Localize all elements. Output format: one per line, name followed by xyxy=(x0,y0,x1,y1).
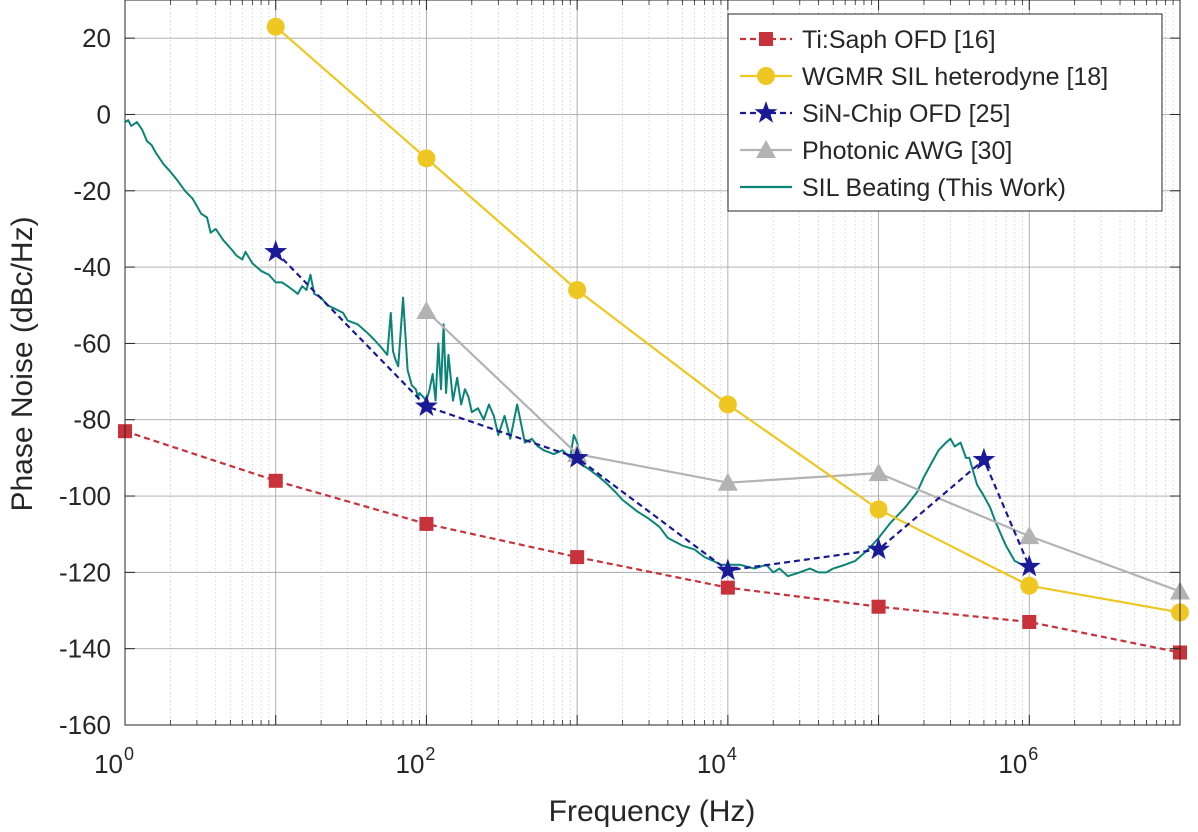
data-point-square xyxy=(871,599,886,614)
y-tick-label: 20 xyxy=(82,23,111,53)
data-point-circle xyxy=(568,281,587,299)
data-point-star xyxy=(565,445,589,468)
x-tick-label: 10 2 xyxy=(396,744,436,779)
y-tick-label: -60 xyxy=(73,328,111,358)
x-tick-label: 10 0 xyxy=(94,744,134,779)
x-tick-label-base: 10 xyxy=(998,749,1027,779)
legend: Ti:Saph OFD [16] WGMR SIL heterodyne [18]… xyxy=(727,13,1163,212)
legend-item: Ti:Saph OFD [16] xyxy=(740,26,996,54)
y-tick-label: -160 xyxy=(59,710,111,740)
data-point-star xyxy=(415,394,438,417)
x-tick-label-base: 10 xyxy=(94,749,123,779)
legend-label: SIL Beating (This Work) xyxy=(802,174,1066,202)
series-sin-chip-ofd-25 xyxy=(264,239,1041,581)
y-tick-label: -80 xyxy=(73,405,111,435)
data-point-star xyxy=(1017,554,1041,577)
legend-label: Photonic AWG [30] xyxy=(802,137,1012,165)
tick-marks xyxy=(124,0,1181,726)
data-point-circle xyxy=(718,395,737,414)
legend-item: SiN-Chip OFD [25] xyxy=(740,100,1010,128)
legend-label: Ti:Saph OFD [16] xyxy=(802,26,996,54)
data-point-triangle xyxy=(756,140,776,158)
y-tick-label: -100 xyxy=(59,481,111,511)
y-tick-labels: 20 0 -20 -40 -60 -80 -100 -120 -140 -160 xyxy=(59,23,111,740)
series-line xyxy=(124,430,1181,654)
data-point-star xyxy=(716,558,740,581)
y-tick-label: -20 xyxy=(73,176,111,206)
y-tick-label: 0 xyxy=(97,99,111,129)
y-tick-label: -140 xyxy=(59,634,111,664)
data-point-circle xyxy=(869,500,888,519)
data-point-triangle xyxy=(416,300,437,319)
series-photonic-awg-30 xyxy=(416,300,1190,600)
data-point-circle xyxy=(417,149,436,168)
data-point-circle xyxy=(266,17,285,36)
y-tick-label: -40 xyxy=(73,252,111,282)
legend-label: WGMR SIL heterodyne [18] xyxy=(802,63,1108,91)
series-line xyxy=(124,119,1030,578)
legend-item: SIL Beating (This Work) xyxy=(740,174,1066,202)
data-point-circle xyxy=(757,67,775,85)
x-tick-label-base: 10 xyxy=(396,749,425,779)
legend-label: SiN-Chip OFD [25] xyxy=(802,100,1010,128)
x-tick-label: 10 4 xyxy=(697,744,737,779)
data-point-square xyxy=(419,516,434,531)
data-point-star xyxy=(754,101,778,123)
y-axis-label: Phase Noise (dBc/Hz) xyxy=(6,216,39,511)
x-tick-label-exponent: 4 xyxy=(727,744,737,764)
data-point-triangle xyxy=(1019,526,1040,545)
legend-box xyxy=(727,13,1163,212)
plot-frame xyxy=(124,0,1181,726)
series-line xyxy=(425,310,1181,593)
legend-item: WGMR SIL heterodyne [18] xyxy=(740,63,1108,91)
y-tick-label: -120 xyxy=(59,557,111,587)
data-point-star xyxy=(972,447,996,470)
data-point-star xyxy=(264,239,288,262)
data-point-star xyxy=(867,537,890,560)
data-point-square xyxy=(720,580,735,595)
x-tick-label-exponent: 6 xyxy=(1028,744,1038,764)
data-point-square xyxy=(759,32,773,46)
major-grid xyxy=(125,0,1180,725)
data-point-square xyxy=(570,550,585,565)
x-tick-label-base: 10 xyxy=(697,749,726,779)
legend-item: Photonic AWG [30] xyxy=(740,137,1012,165)
x-tick-label: 10 6 xyxy=(998,744,1038,779)
series-sil-beating-this-work xyxy=(124,119,1030,578)
data-point-circle xyxy=(1020,576,1039,595)
x-tick-labels: 10 0 10 2 10 4 10 6 xyxy=(94,744,1038,779)
data-point-triangle xyxy=(868,463,889,482)
data-point-square xyxy=(1022,614,1037,629)
data-point-triangle xyxy=(717,472,738,491)
x-axis-label: Frequency (Hz) xyxy=(549,795,756,828)
x-tick-label-exponent: 2 xyxy=(425,744,435,764)
data-point-square xyxy=(268,473,283,488)
x-tick-label-exponent: 0 xyxy=(124,744,134,764)
